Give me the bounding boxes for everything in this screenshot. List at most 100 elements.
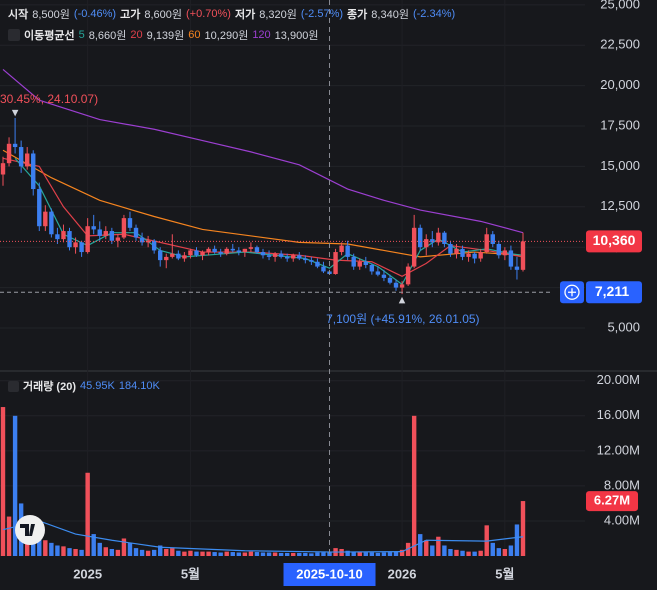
volume-bar bbox=[345, 550, 350, 556]
volume-icon[interactable] bbox=[8, 380, 19, 392]
candle-body bbox=[73, 242, 78, 248]
volume-bar bbox=[472, 551, 477, 556]
candle-body bbox=[490, 234, 495, 244]
ohlc-name: 시작 bbox=[8, 9, 29, 21]
volume-bar bbox=[115, 549, 121, 556]
volume-bar bbox=[351, 551, 356, 556]
volume-bar bbox=[133, 548, 139, 556]
volume-bar bbox=[121, 538, 127, 556]
candle-body bbox=[321, 266, 326, 272]
candle-body bbox=[230, 248, 235, 251]
ohlc-value: 8,340원 bbox=[371, 9, 409, 21]
candle-body bbox=[236, 250, 242, 253]
volume-bar bbox=[411, 415, 417, 556]
candle-body bbox=[158, 250, 163, 261]
candle-body bbox=[375, 271, 381, 275]
volume-bar bbox=[43, 540, 48, 556]
y-tick-label: 25,000 bbox=[600, 0, 640, 11]
ma-value: 13,900원 bbox=[274, 30, 319, 42]
candle-body bbox=[393, 282, 399, 288]
candle-body bbox=[272, 253, 278, 257]
volume-bar bbox=[37, 534, 42, 556]
candle-body bbox=[224, 248, 229, 254]
candle-body bbox=[333, 252, 338, 275]
candle-body bbox=[442, 232, 447, 244]
x-tick-label: 5월 bbox=[495, 566, 514, 581]
volume-bar bbox=[176, 550, 181, 556]
annotation-label: 30.45%, 24.10.07) bbox=[0, 92, 98, 106]
y2-tick-label: 4.00M bbox=[604, 512, 640, 527]
volume-bar bbox=[327, 552, 332, 556]
candle-body bbox=[200, 252, 205, 256]
ma-line bbox=[2, 69, 524, 234]
volume-ma-line bbox=[2, 520, 524, 553]
ohlc-name: 고가 bbox=[120, 9, 141, 21]
candle-body bbox=[345, 245, 350, 257]
volume-bar bbox=[242, 552, 248, 556]
volume-bar bbox=[448, 548, 453, 556]
marker-price-tag bbox=[586, 281, 642, 304]
volume-bar bbox=[309, 553, 314, 556]
candle-body bbox=[291, 255, 296, 259]
candle-body bbox=[79, 242, 84, 253]
volume-bar bbox=[508, 545, 514, 556]
ma-period: 20 bbox=[130, 29, 143, 41]
volume-bar bbox=[224, 551, 229, 556]
candle-body bbox=[502, 250, 508, 256]
candle-body bbox=[411, 227, 417, 267]
volume-title: 거래량 (20) bbox=[23, 381, 76, 393]
candle-body bbox=[212, 248, 217, 253]
volume-bar bbox=[194, 551, 199, 556]
volume-bar bbox=[55, 545, 60, 556]
candle-body bbox=[127, 218, 133, 228]
candle-body bbox=[121, 218, 127, 238]
volume-bar bbox=[369, 552, 375, 556]
candle-body bbox=[466, 253, 471, 257]
candle-body bbox=[266, 255, 272, 257]
candle-body bbox=[43, 211, 48, 227]
volume-bar bbox=[61, 546, 66, 556]
candle-body bbox=[430, 239, 435, 243]
candle-body bbox=[387, 277, 393, 283]
volume-bar bbox=[502, 548, 508, 556]
volume-bar bbox=[424, 540, 429, 556]
volume-bar bbox=[164, 548, 169, 556]
candle-body bbox=[31, 153, 36, 190]
candle-body bbox=[496, 243, 502, 256]
candle-body bbox=[164, 256, 169, 261]
volume-bar bbox=[520, 501, 526, 556]
volume-ma-value: 45.95K bbox=[79, 380, 115, 392]
volume-bar bbox=[12, 415, 18, 556]
candle-body bbox=[151, 240, 157, 251]
volume-bar bbox=[188, 550, 193, 556]
ma-value: 10,290원 bbox=[204, 30, 249, 42]
y2-tick-label: 16.00M bbox=[597, 407, 640, 422]
volume-bar bbox=[418, 534, 423, 556]
volume-bar bbox=[170, 548, 175, 556]
volume-bar bbox=[297, 552, 302, 556]
volume-bar bbox=[236, 552, 242, 556]
volume-bar bbox=[514, 524, 520, 556]
candle-body bbox=[303, 258, 308, 261]
volume-bar bbox=[303, 552, 308, 556]
candle-body bbox=[448, 243, 453, 254]
marker-plus bbox=[568, 288, 576, 297]
candle-body bbox=[206, 248, 211, 253]
x-tick-label: 2025 bbox=[73, 566, 102, 581]
ma-title: 이동평균선 bbox=[24, 30, 75, 42]
volume-bar bbox=[73, 548, 78, 556]
candle-body bbox=[315, 261, 320, 267]
volume-bar bbox=[85, 472, 90, 556]
volume-bar bbox=[139, 549, 145, 556]
annotation-arrow: ▴ bbox=[399, 291, 406, 306]
candle-body bbox=[436, 232, 441, 243]
candle-body bbox=[405, 266, 411, 285]
last-price-label: 10,360 bbox=[593, 232, 636, 248]
y-tick-label: 17,500 bbox=[600, 117, 640, 132]
ma-icon[interactable] bbox=[8, 29, 20, 41]
annotation-label: 7,100원 (+45.91%, 26.01.05) bbox=[326, 312, 479, 326]
candle-body bbox=[188, 250, 193, 256]
ohlc-name: 저가 bbox=[234, 9, 256, 21]
volume-bar bbox=[206, 551, 211, 556]
